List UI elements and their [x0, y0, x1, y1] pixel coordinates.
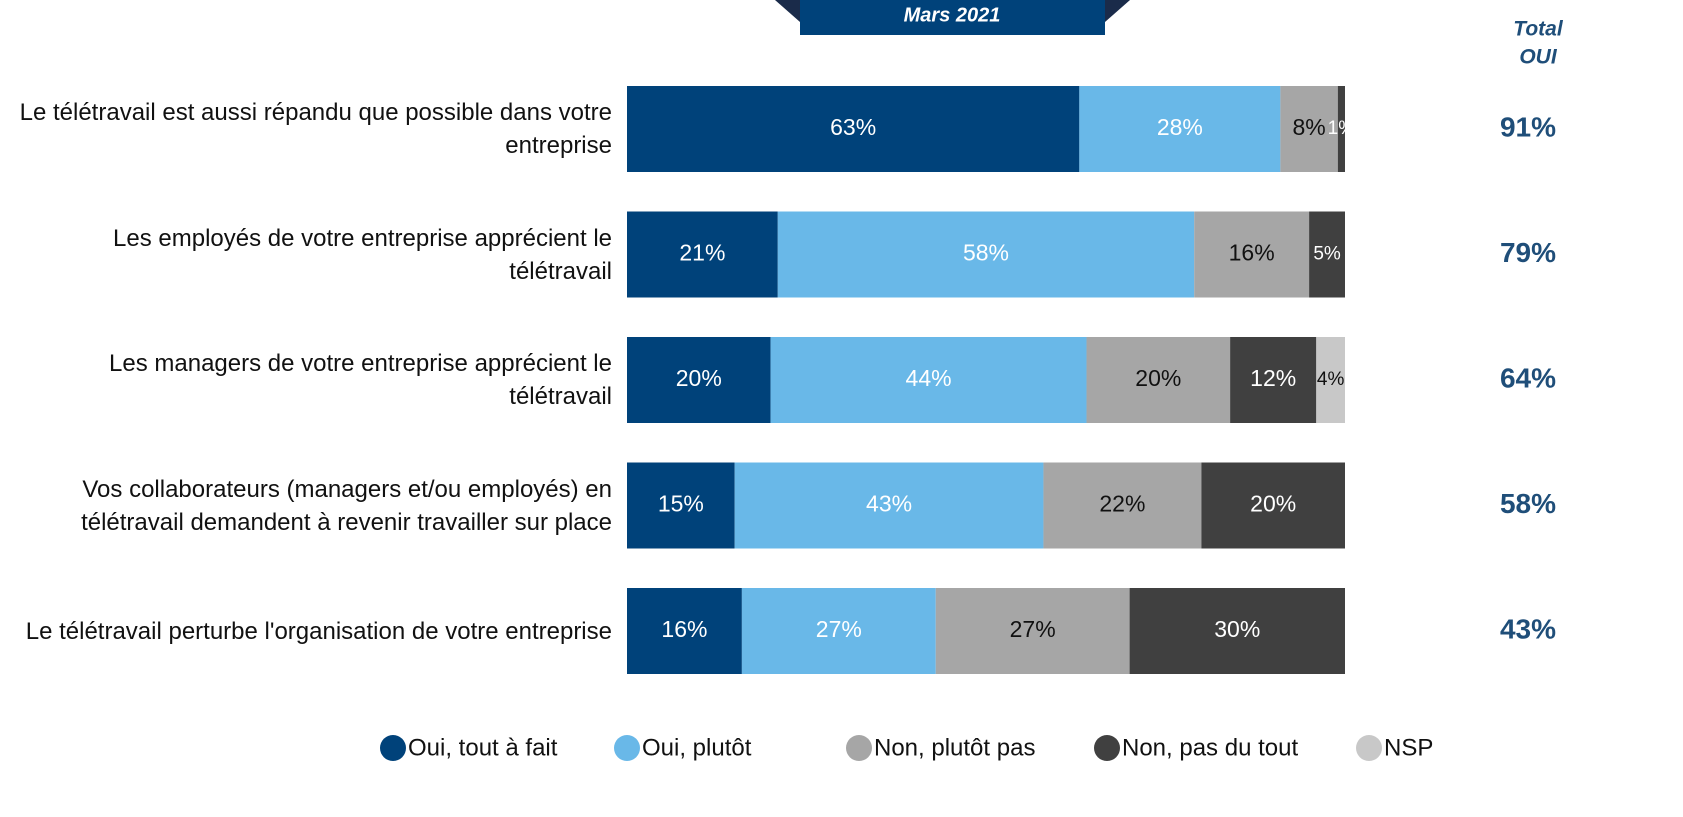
legend-label: Oui, tout à fait [408, 734, 558, 761]
bar-segment [627, 588, 742, 674]
bar-segment [1309, 211, 1345, 298]
value-label: 5% [1313, 244, 1341, 265]
legend-label: Non, pas du tout [1122, 734, 1298, 761]
total-value: 58% [1500, 488, 1556, 519]
bar-segment [1316, 337, 1345, 423]
bar-segment [1337, 86, 1345, 172]
value-label: 28% [1157, 114, 1203, 140]
category-label: Les managers de votre entreprise appréci… [109, 350, 612, 410]
value-label: 27% [1010, 616, 1056, 642]
value-label: 15% [658, 491, 704, 517]
value-label: 20% [676, 365, 722, 391]
bar-segment [627, 211, 778, 298]
legend-swatch [1356, 735, 1382, 761]
bar-segment [777, 211, 1195, 298]
bar-segment [1280, 86, 1338, 172]
header-box [800, 0, 1105, 35]
total-label: OUI [1519, 46, 1558, 69]
bar-segment [627, 86, 1080, 172]
value-label: 12% [1250, 365, 1296, 391]
bar-segment [1230, 337, 1317, 423]
legend-label: Non, plutôt pas [874, 734, 1035, 761]
value-label: 22% [1099, 491, 1145, 517]
total-value: 91% [1500, 111, 1556, 142]
value-label: 63% [830, 114, 876, 140]
value-label: 58% [963, 240, 1009, 266]
legend-swatch [1094, 735, 1120, 761]
bar-segment [1086, 337, 1231, 423]
legend-swatch [846, 735, 872, 761]
value-label: 21% [679, 240, 725, 266]
bar-segment [627, 462, 735, 549]
bar-segment [1201, 462, 1345, 549]
category-label: Le télétravail perturbe l'organisation d… [25, 617, 612, 645]
bar-segment [1043, 462, 1202, 549]
value-label: 1% [1328, 118, 1356, 139]
total-value: 43% [1500, 613, 1556, 644]
value-label: 20% [1135, 365, 1181, 391]
total-label: Total [1513, 18, 1564, 41]
value-label: 16% [1229, 240, 1275, 266]
value-label: 44% [906, 365, 952, 391]
value-label: 4% [1317, 369, 1345, 390]
value-label: 8% [1292, 114, 1325, 140]
value-label: 16% [661, 616, 707, 642]
bar-segment [1079, 86, 1281, 172]
legend-swatch [380, 735, 406, 761]
value-label: 43% [866, 491, 912, 517]
bar-segment [741, 588, 936, 674]
bar-segment [734, 462, 1044, 549]
legend-swatch [614, 735, 640, 761]
category-label: Les employés de votre entreprise appréci… [113, 224, 612, 285]
legend-label: Oui, plutôt [642, 734, 752, 761]
total-value: 64% [1500, 362, 1556, 393]
bar-segment [1194, 211, 1310, 298]
header: Mars 2021 [904, 4, 1001, 26]
bar-segment [1129, 588, 1345, 674]
category-label: Vos collaborateurs (managers et/ou emplo… [81, 475, 612, 536]
category-label: Le télétravail est aussi répandu que pos… [19, 99, 612, 159]
value-label: 27% [816, 616, 862, 642]
value-label: 20% [1250, 491, 1296, 517]
bar-segment [770, 337, 1087, 423]
legend-label: NSP [1384, 734, 1433, 761]
value-label: 30% [1214, 616, 1260, 642]
bar-segment [935, 588, 1130, 674]
total-value: 79% [1500, 237, 1556, 268]
bar-segment [627, 337, 771, 423]
